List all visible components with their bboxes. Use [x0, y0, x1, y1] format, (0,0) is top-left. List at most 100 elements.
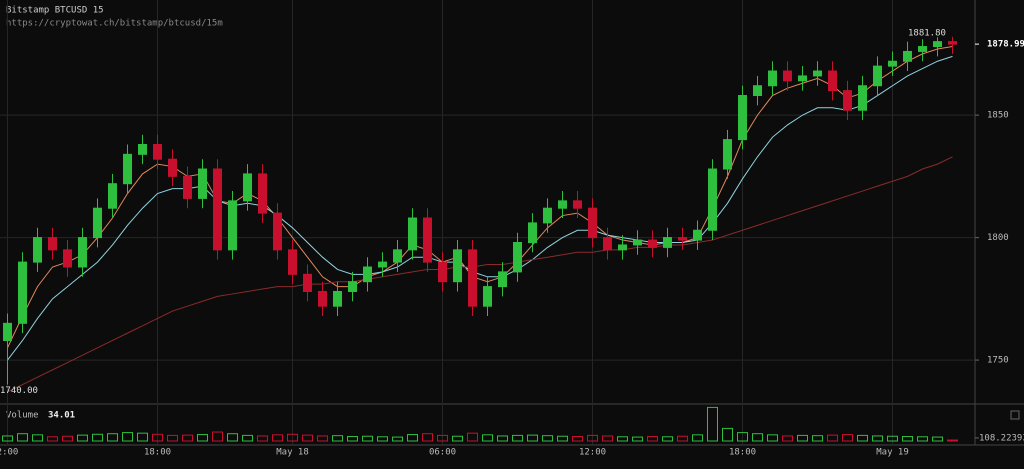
candle-body — [663, 237, 672, 248]
candle-body — [318, 290, 327, 307]
volume-bar — [782, 435, 793, 442]
volume-bar — [347, 436, 358, 442]
x-tick-label: 18:00 — [729, 448, 756, 458]
candle-body — [183, 175, 192, 199]
volume-last: 34.01 — [48, 411, 75, 421]
volume-bar — [602, 435, 613, 442]
candle-body — [18, 261, 27, 324]
volume-bar — [257, 435, 268, 442]
volume-bar — [692, 434, 703, 442]
candle-body — [918, 46, 927, 52]
volume-bar — [512, 434, 523, 442]
volume-bar — [152, 433, 163, 442]
candle-body — [108, 183, 117, 209]
candle-body — [3, 322, 12, 341]
candle-body — [243, 173, 252, 202]
volume-tick-label: 108.22393 — [979, 433, 1024, 443]
annotation: 1740.00 — [0, 386, 38, 396]
pane-button[interactable] — [1010, 410, 1020, 420]
volume-bar — [482, 434, 493, 442]
candle-body — [48, 237, 57, 251]
volume-bar — [677, 435, 688, 442]
volume-bar — [92, 433, 103, 442]
y-tick-label: 1850 — [987, 111, 1009, 121]
ma-line — [7, 46, 953, 349]
candle-body — [273, 212, 282, 251]
volume-bar — [947, 439, 958, 442]
candle-body — [768, 70, 777, 87]
volume-bar — [572, 436, 583, 442]
candle-body — [438, 261, 447, 283]
ma-line — [7, 55, 953, 361]
candle-body — [753, 85, 762, 97]
candle-body — [648, 239, 657, 248]
ma-line — [7, 156, 953, 393]
candle-body — [453, 249, 462, 283]
candle-body — [378, 261, 387, 268]
x-tick-label: 06:00 — [429, 448, 456, 458]
volume-bar — [377, 436, 388, 442]
volume-bar — [212, 431, 223, 442]
candle-body — [198, 168, 207, 199]
volume-bar — [632, 436, 643, 442]
volume-bar — [797, 434, 808, 442]
candle-body — [93, 207, 102, 239]
candle-body — [873, 65, 882, 87]
volume-bar — [392, 436, 403, 442]
candle-body — [423, 217, 432, 263]
candle-body — [708, 168, 717, 231]
candle-body — [78, 237, 87, 268]
volume-bar — [137, 432, 148, 442]
volume-bar — [737, 432, 748, 442]
candle-body — [828, 70, 837, 92]
volume-bar — [227, 433, 238, 442]
volume-bar — [497, 435, 508, 442]
candle-body — [738, 95, 747, 141]
volume-bar — [2, 435, 13, 442]
candle-body — [813, 70, 822, 77]
volume-bar — [122, 432, 133, 442]
candle-body — [63, 249, 72, 268]
volume-bar — [752, 433, 763, 442]
candle-body — [138, 144, 147, 155]
volume-bar — [872, 435, 883, 442]
candle-body — [513, 241, 522, 273]
volume-bar — [287, 433, 298, 442]
volume-bar — [827, 434, 838, 442]
candle-body — [888, 60, 897, 67]
volume-bar — [317, 435, 328, 442]
volume-bar — [647, 436, 658, 442]
candle-body — [363, 266, 372, 283]
candle-body — [948, 41, 957, 45]
volume-bar — [542, 435, 553, 442]
candle-body — [798, 75, 807, 82]
volume-bar — [272, 434, 283, 442]
x-tick-label: 2:00 — [0, 448, 18, 458]
volume-bar — [332, 435, 343, 442]
candle-body — [333, 290, 342, 307]
x-tick-label: 18:00 — [144, 448, 171, 458]
volume-bar — [557, 435, 568, 442]
candle-body — [258, 173, 267, 214]
volume-bar — [17, 433, 28, 442]
volume-bar — [167, 434, 178, 442]
annotation: 1881.80 — [908, 29, 946, 39]
volume-bar — [182, 434, 193, 442]
volume-bar — [407, 434, 418, 442]
candle-body — [213, 168, 222, 251]
candle-body — [903, 50, 912, 62]
volume-bar — [842, 434, 853, 442]
volume-title: Volume — [6, 411, 39, 421]
candle-body — [483, 286, 492, 307]
candle-body — [543, 207, 552, 224]
candle-body — [153, 144, 162, 160]
volume-bar — [437, 434, 448, 442]
candle-body — [33, 237, 42, 263]
volume-bar — [362, 435, 373, 442]
candle-body — [723, 139, 732, 170]
candle-body — [393, 249, 402, 263]
volume-bar — [32, 434, 43, 442]
